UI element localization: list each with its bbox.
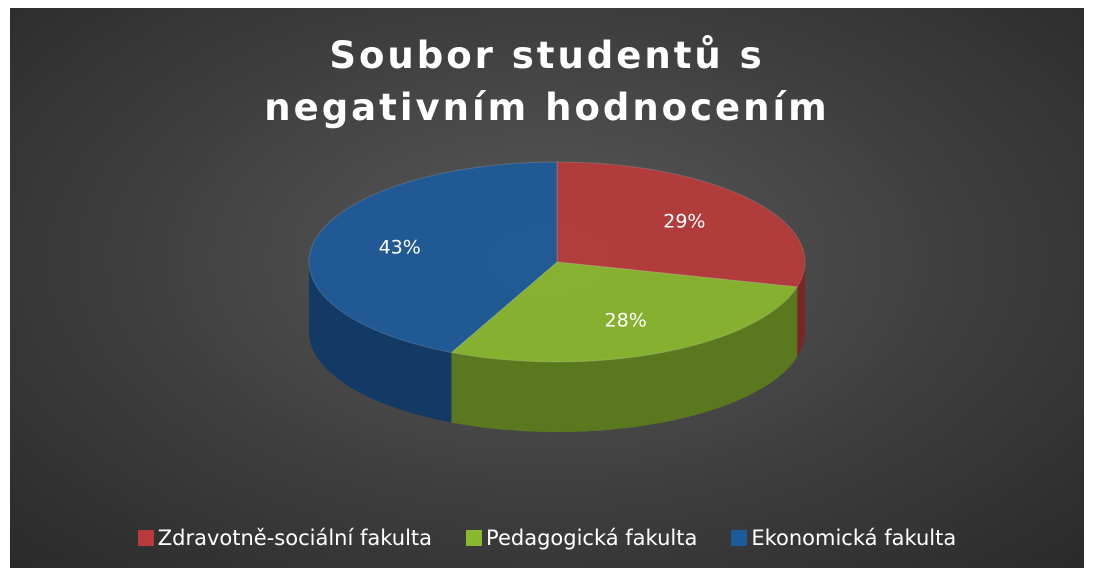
legend: Zdravotně-sociální fakulta Pedagogická fa… — [0, 526, 1094, 550]
legend-label: Pedagogická fakulta — [486, 526, 698, 550]
data-label: 43% — [379, 236, 421, 258]
slice-side-shade — [451, 286, 798, 432]
legend-item: Zdravotně-sociální fakulta — [137, 526, 433, 550]
slice-side-shade — [797, 262, 805, 357]
legend-item: Pedagogická fakulta — [466, 526, 697, 550]
legend-label: Ekonomická fakulta — [751, 526, 957, 550]
pie-slice — [556, 161, 806, 288]
legend-swatch — [137, 530, 154, 546]
data-label: 29% — [663, 211, 705, 233]
slice-side — [309, 262, 452, 423]
chart-title: Soubor studentů s negativním hodnocením — [264, 34, 830, 129]
legend-swatch — [466, 530, 483, 546]
slice-side — [797, 262, 805, 357]
legend-swatch — [731, 530, 748, 546]
data-label: 28% — [605, 309, 647, 331]
slice-side — [451, 286, 798, 432]
legend-item: Ekonomická fakulta — [731, 526, 956, 550]
legend-label: Zdravotně-sociální fakulta — [157, 526, 433, 550]
slice-side-shade — [309, 262, 452, 423]
pie-slice — [308, 161, 558, 354]
pie-slice — [450, 261, 799, 363]
